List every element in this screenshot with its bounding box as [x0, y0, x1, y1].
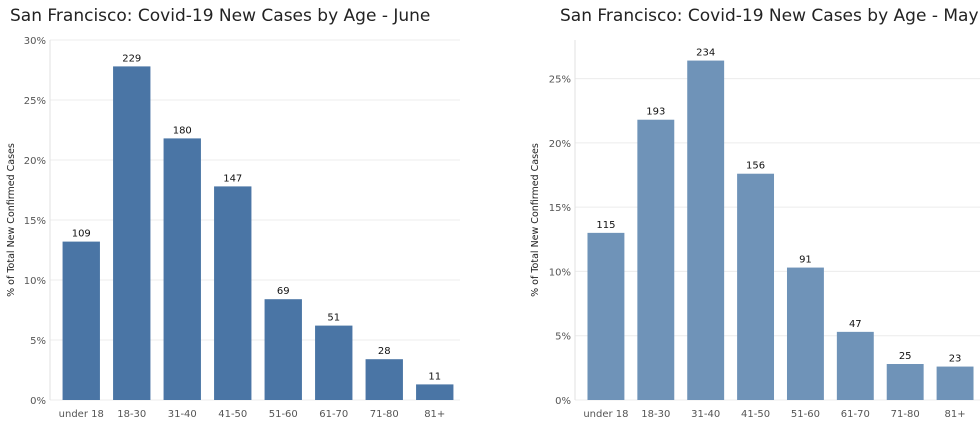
x-tick-label: 18-30 [117, 409, 146, 420]
y-tick-label: 5% [30, 336, 46, 347]
y-tick-label: 5% [555, 332, 571, 343]
y-tick-label: 15% [549, 203, 571, 214]
bar [587, 232, 625, 400]
x-tick-label: 51-60 [269, 409, 298, 420]
bar-chart-june: 0% 5% 10% 15% 20% 25% 30% % of Total New Confir… [6, 36, 460, 420]
x-tick-label: 41-50 [741, 409, 770, 420]
bar [62, 241, 100, 400]
data-label: 109 [72, 229, 91, 240]
bar [416, 384, 454, 400]
x-tick-label: 61-70 [841, 409, 870, 420]
bar [637, 119, 675, 400]
bar [737, 173, 775, 400]
x-tick-label: 51-60 [791, 409, 820, 420]
y-tick-label: 25% [549, 75, 571, 86]
x-tick-label: 71-80 [891, 409, 920, 420]
y-tick-label: 25% [24, 96, 46, 107]
data-label: 234 [696, 48, 715, 59]
data-label: 147 [223, 173, 242, 184]
data-label: 193 [646, 107, 665, 118]
x-tick-label: under 18 [583, 409, 628, 420]
x-tick-label: 41-50 [218, 409, 247, 420]
data-label: 229 [122, 53, 141, 64]
data-label: 11 [428, 371, 441, 382]
chart-title: San Francisco: Covid-19 New Cases by Age… [560, 6, 979, 26]
y-axis-label: % of Total New Confirmed Cases [530, 143, 541, 297]
x-tick-label: 18-30 [641, 409, 670, 420]
data-label: 180 [173, 125, 192, 136]
x-tick-label: 71-80 [370, 409, 399, 420]
data-label: 51 [327, 313, 340, 324]
data-label: 25 [899, 351, 912, 362]
bar [365, 359, 403, 400]
data-label: 91 [799, 255, 812, 266]
bar [113, 66, 151, 401]
x-tick-label: 31-40 [168, 409, 197, 420]
y-tick-label: 10% [549, 267, 571, 278]
data-label: 156 [746, 161, 765, 172]
bar [315, 325, 353, 400]
bar [214, 186, 252, 400]
y-axis-label: % of Total New Confirmed Cases [6, 143, 17, 297]
bar [786, 267, 824, 400]
bar [936, 366, 974, 400]
data-label: 69 [277, 286, 290, 297]
y-tick-label: 10% [24, 276, 46, 287]
y-tick-label: 0% [555, 396, 571, 407]
y-tick-label: 30% [24, 36, 46, 47]
bar [163, 138, 201, 400]
bar-chart-may: 0% 5% 10% 15% 20% 25% % of Total New Confirmed… [530, 40, 980, 420]
y-tick-label: 15% [24, 216, 46, 227]
data-label: 115 [596, 220, 615, 231]
y-tick-label: 20% [24, 156, 46, 167]
data-label: 23 [949, 354, 962, 365]
chart-panel-may: San Francisco: Covid-19 New Cases by Age… [490, 0, 980, 424]
x-tick-label: 81+ [945, 409, 966, 420]
bar [687, 60, 725, 400]
data-label: 47 [849, 319, 862, 330]
y-tick-label: 0% [30, 396, 46, 407]
x-tick-label: 81+ [424, 409, 445, 420]
bar [264, 299, 302, 400]
x-tick-label: 31-40 [691, 409, 720, 420]
bar [836, 331, 874, 400]
chart-panel-june: San Francisco: Covid-19 New Cases by Age… [6, 6, 460, 420]
x-tick-label: 61-70 [319, 409, 348, 420]
bar [886, 364, 924, 400]
y-tick-label: 20% [549, 139, 571, 150]
x-tick-label: under 18 [59, 409, 104, 420]
data-label: 28 [378, 346, 391, 357]
chart-title: San Francisco: Covid-19 New Cases by Age… [10, 6, 431, 26]
